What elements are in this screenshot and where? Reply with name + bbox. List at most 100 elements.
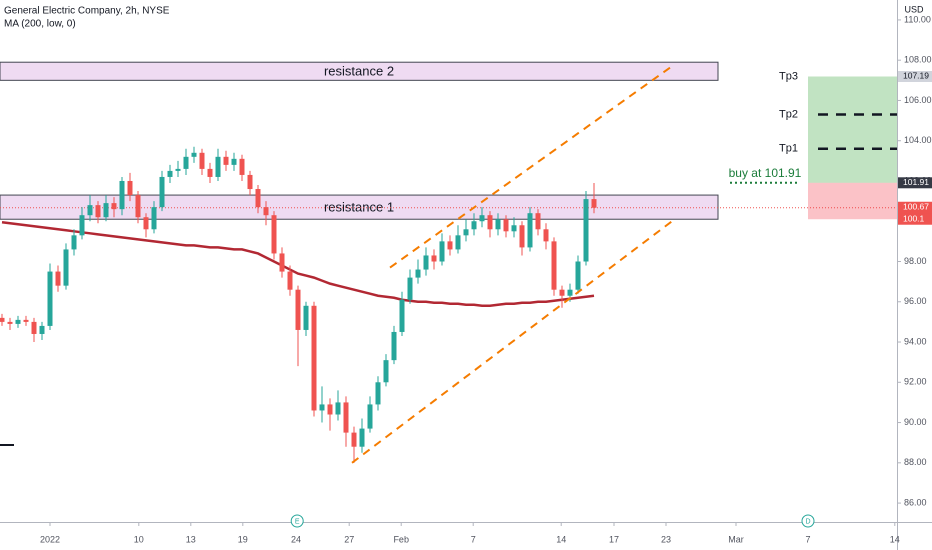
candle-body [495,219,501,230]
candle-body [567,289,573,296]
candle-body [31,321,37,334]
candle-body [175,168,181,171]
currency: USD [904,4,924,14]
moving-average [1,221,595,308]
zone-label: resistance 2 [324,64,394,79]
candle-body [239,158,245,175]
candle-body [319,404,325,411]
x-tick-label: 7 [471,534,476,544]
candle-body [519,225,525,248]
candle-body [327,404,333,415]
candle-body [383,360,389,383]
candle-body [71,235,77,250]
y-tick-label: 106.00 [904,95,932,105]
price-tag-label: 100.67 [903,202,929,212]
candle-body [439,241,445,262]
candle-body [47,271,53,326]
price-tag [898,70,932,82]
x-tick-label: 17 [609,534,619,544]
candle-body [471,221,477,230]
candle-body [551,241,557,290]
candle-body [311,305,317,411]
x-tick-label: 19 [238,534,248,544]
candle-body [207,168,213,177]
price-tag [898,177,932,189]
candle-body [431,255,437,262]
candle-body [119,180,125,210]
candle-body [231,158,237,165]
event-label: E [295,518,300,525]
x-tick-label: 13 [186,534,196,544]
candle-body [535,213,541,230]
candle-body [423,255,429,270]
target-label: Tp2 [779,108,798,120]
y-tick-label: 86.00 [904,497,927,507]
x-tick-label: 14 [890,534,900,544]
candle-body [55,271,61,286]
candle-body [359,428,365,447]
y-tick-label: 110.00 [904,14,931,24]
x-tick-label: 7 [805,534,810,544]
candle-body [111,203,117,210]
candle-body [415,269,421,278]
candle-body [223,156,229,165]
candle-body [399,299,405,332]
y-tick-label: 104.00 [904,135,932,145]
profit-zone [808,76,897,183]
candle-body [583,199,589,262]
indicator-label: MA (200, low, 0) [4,19,76,30]
candle-body [87,205,93,216]
y-tick-label: 98.00 [904,256,927,266]
candle-body [527,213,533,248]
candle-body [543,229,549,242]
candle-body [151,207,157,230]
candle-body [375,382,381,405]
event-marker [801,514,815,528]
y-tick-label: 88.00 [904,457,927,467]
candle-body [103,203,109,218]
plot-area: resistance 2 resistance 1 Tp1 Tp2 Tp3 buy at … [0,61,897,464]
y-tick-label: 96.00 [904,296,927,306]
candle-body [335,402,341,415]
candle-body [23,319,29,322]
candle-body [255,189,261,208]
channel-line [351,217,677,464]
x-tick-label: 23 [661,534,671,544]
candle-body [447,241,453,250]
candle-body [159,176,165,208]
x-tick-label: Mar [728,534,744,544]
candle-body [215,156,221,177]
candle-body [503,219,509,232]
event-label: D [805,518,810,525]
candle-body [511,225,517,232]
candle-body [271,215,277,254]
candle-body [391,331,397,361]
candle-body [279,253,285,272]
candle-body [463,229,469,236]
candle-body [351,432,357,447]
candle-body [343,402,349,433]
chart-title: General Electric Company, 2h, NYSE [4,6,170,17]
x-tick-label: 24 [291,534,301,544]
x-tick-label: 27 [344,534,354,544]
price-tag-label: 100.1 [903,213,925,223]
candle-body [367,404,373,429]
candle-body [39,325,45,334]
candle-body [591,199,597,208]
candle-body [295,289,301,330]
candle-body [79,215,85,236]
y-tick-label: 90.00 [904,417,927,427]
candle-body [303,305,309,330]
candle-body [63,249,69,286]
y-tick-label: 92.00 [904,377,927,387]
event-marker [290,514,304,528]
candle-body [127,180,133,196]
x-tick-label: 10 [134,534,144,544]
entry-label: buy at 101.91 [729,166,802,180]
candle-body [479,215,485,222]
target-label: Tp3 [779,70,798,82]
candle-body [95,205,101,218]
channel-line [389,65,673,269]
candle-body [183,156,189,169]
